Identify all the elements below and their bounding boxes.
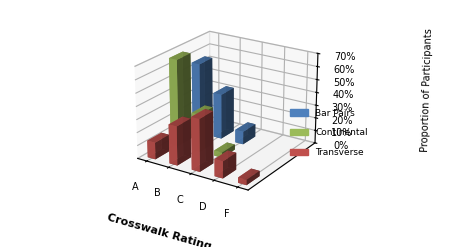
Legend: Bar Pairs, Continental, Transverse: Bar Pairs, Continental, Transverse <box>286 105 371 161</box>
X-axis label: Crosswalk Rating: Crosswalk Rating <box>106 213 213 247</box>
